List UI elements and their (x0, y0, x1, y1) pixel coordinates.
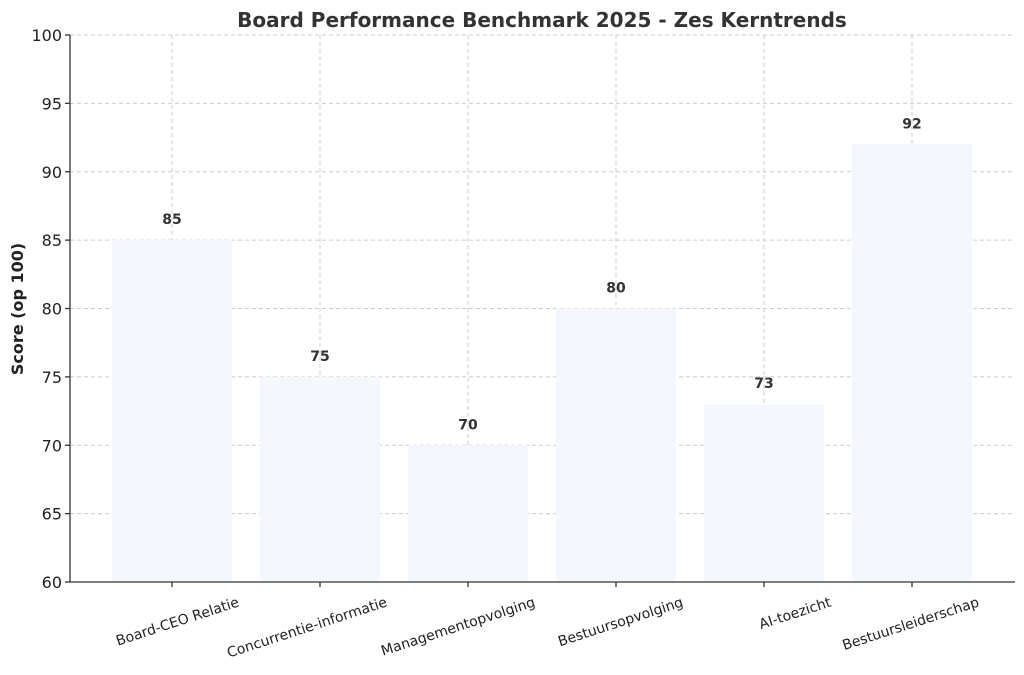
y-tick-label-6: 90 (42, 163, 62, 182)
y-tick-label-5: 85 (42, 231, 62, 250)
bar-3 (556, 308, 676, 582)
data-label-0: 85 (162, 212, 181, 228)
data-label-4: 73 (754, 376, 773, 392)
y-axis-label: Score (op 100) (8, 243, 27, 375)
x-tick-label-3: Bestuursopvolging (556, 595, 685, 651)
x-tick-label-1: Concurrentie-informatie (225, 595, 389, 662)
y-tick-labels: 60 65 70 75 80 85 90 95 100 (31, 26, 62, 592)
y-tick-label-2: 70 (42, 436, 62, 455)
x-tick-labels: Board-CEO RelatieConcurrentie-informatie… (114, 594, 981, 661)
y-tick-label-4: 80 (42, 300, 62, 319)
data-labels: 85 75 70 80 73 92 (162, 116, 921, 433)
bar-0 (112, 240, 232, 582)
y-tick-label-8: 100 (31, 26, 62, 45)
bar-5 (852, 144, 972, 582)
x-tick-label-2: Managementopvolging (379, 595, 537, 660)
data-label-5: 92 (902, 116, 921, 132)
x-tick-label-0: Board-CEO Relatie (114, 595, 241, 650)
bar-1 (260, 376, 380, 582)
data-label-1: 75 (310, 349, 329, 365)
chart-title: Board Performance Benchmark 2025 - Zes K… (237, 8, 847, 32)
data-label-2: 70 (458, 417, 478, 433)
y-tick-label-7: 95 (42, 94, 62, 113)
x-tick-label-4: AI-toezicht (757, 594, 833, 632)
bar-4 (704, 404, 824, 582)
axes (65, 34, 1015, 587)
y-tick-label-3: 75 (42, 368, 62, 387)
bars (112, 144, 972, 582)
bar-2 (408, 445, 528, 582)
y-tick-label-0: 60 (42, 573, 62, 592)
x-tick-label-5: Bestuursleiderschap (840, 595, 981, 654)
data-label-3: 80 (606, 281, 626, 297)
y-tick-label-1: 65 (42, 505, 62, 524)
